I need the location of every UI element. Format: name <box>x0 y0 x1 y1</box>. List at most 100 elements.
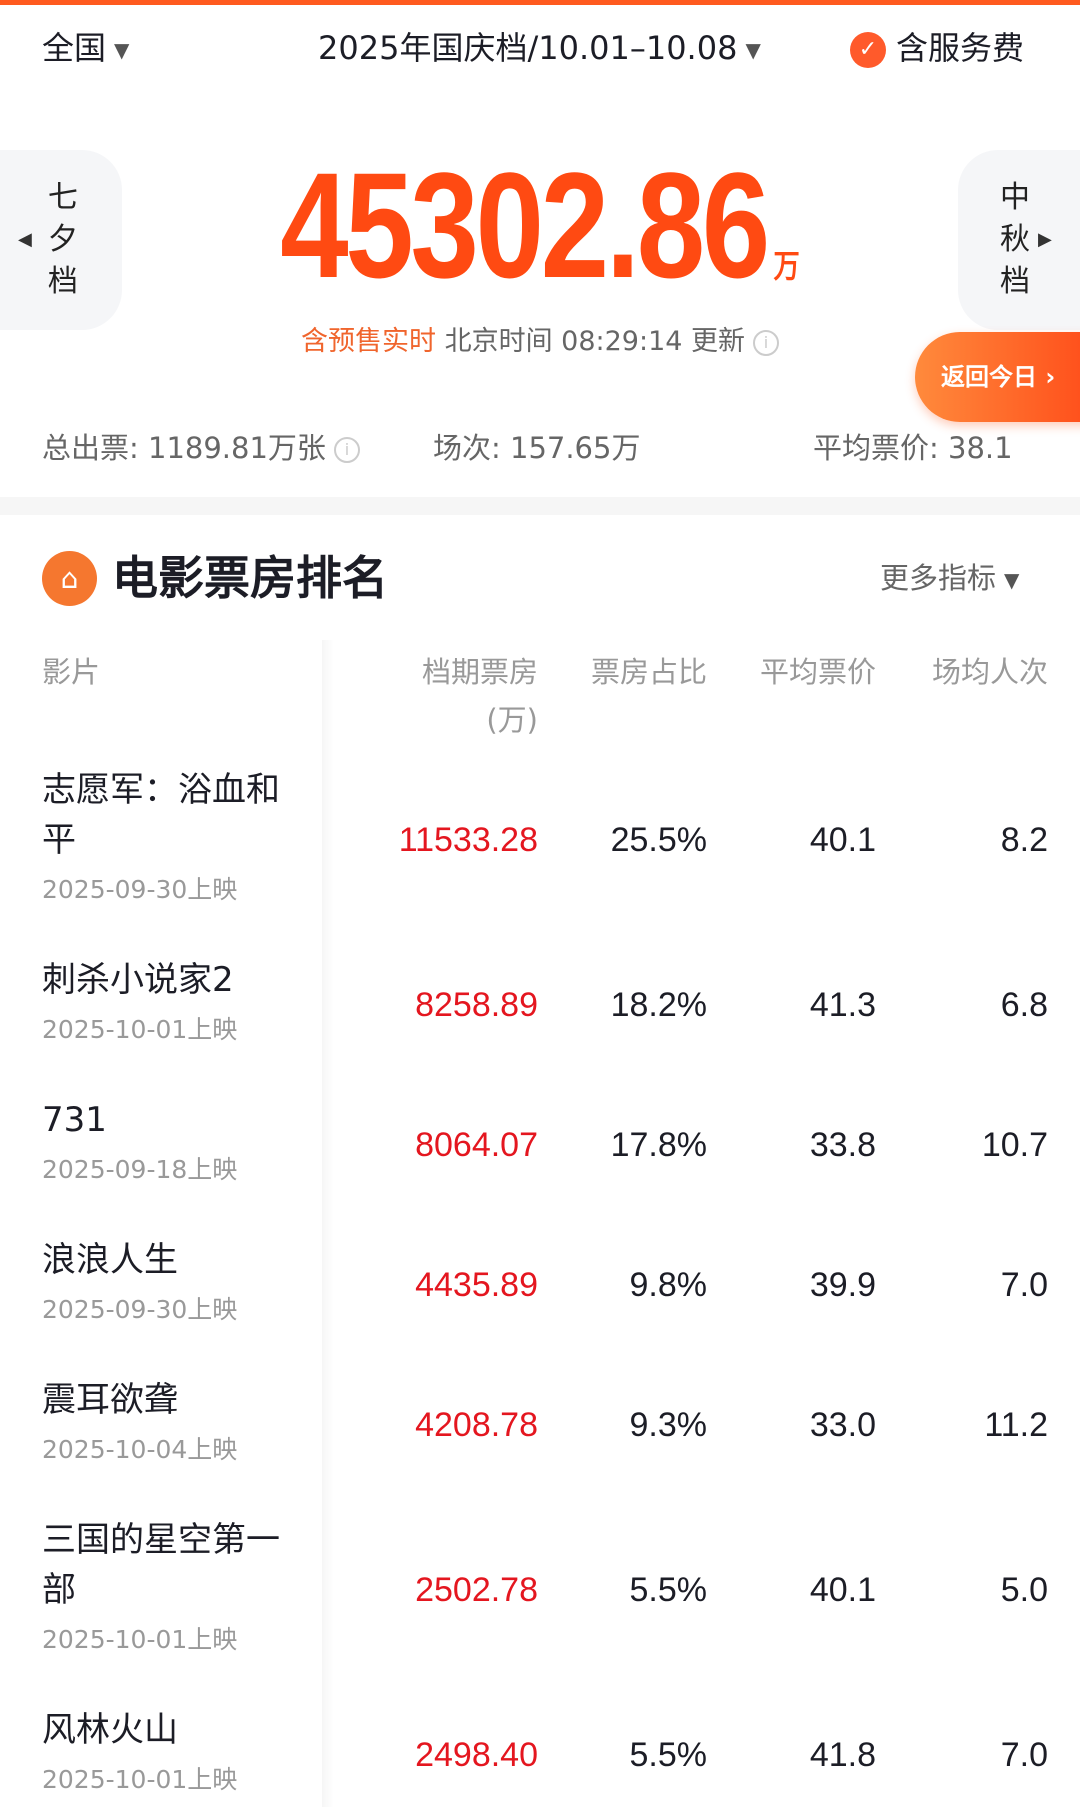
release-date: 2025-09-30上映 <box>42 1295 238 1324</box>
share-value: 25.5% <box>610 820 707 859</box>
box-office-value: 8064.07 <box>415 1125 538 1164</box>
column-header-avg-price[interactable]: 平均票价 <box>759 655 876 689</box>
table-row[interactable]: 三国的星空第一部 2025-10-01上映 2502.78 5.5% 40.1 … <box>0 1515 1080 1665</box>
box-office-value: 2502.78 <box>415 1570 538 1609</box>
return-today-button[interactable]: 返回今日 › <box>915 332 1080 422</box>
film-cell: 刺杀小说家2 2025-10-01上映 <box>0 955 325 1055</box>
box-office-header-label: 档期票房 <box>421 655 538 689</box>
avg-price-value: 40.1 <box>809 820 876 859</box>
average-price: 平均票价: 38.1 <box>813 431 1013 465</box>
info-icon[interactable]: i <box>753 329 780 356</box>
column-header-share[interactable]: 票房占比 <box>590 655 707 689</box>
film-cell: 风林火山 2025-10-01上映 <box>0 1705 325 1805</box>
service-fee-toggle[interactable]: ✓ 含服务费 <box>850 26 1024 70</box>
per-show-value: 5.0 <box>1000 1570 1048 1609</box>
avg-price-value: 41.8 <box>809 1735 876 1774</box>
prev-char: 夕 <box>47 222 78 257</box>
total-tickets: 总出票: 1189.81万张 i <box>42 426 360 470</box>
total-shows: 场次: 157.65万 <box>433 431 641 465</box>
box-office-value: 11533.28 <box>398 820 538 859</box>
check-icon: ✓ <box>850 32 886 68</box>
film-cell: 志愿军：浴血和平 2025-09-30上映 <box>0 765 325 915</box>
film-title: 731 <box>42 1100 107 1140</box>
film-cell: 731 2025-09-18上映 <box>0 1095 325 1195</box>
caret-left-icon: ◀ <box>18 229 32 250</box>
prev-char: 七 <box>47 180 78 215</box>
caret-down-icon: ▼ <box>114 38 130 62</box>
sticky-column-shadow <box>322 640 334 1807</box>
per-show-value: 11.2 <box>984 1405 1048 1444</box>
share-value: 17.8% <box>610 1125 707 1164</box>
more-metrics-label: 更多指标 <box>880 561 997 595</box>
column-header-box-office[interactable]: 档期票房 (万) <box>325 650 538 742</box>
box-office-value: 4435.89 <box>415 1265 538 1304</box>
total-box-office: 45302.86 万 <box>97 150 983 341</box>
per-show-value: 6.8 <box>1000 985 1048 1024</box>
next-char: 档 <box>1000 264 1030 299</box>
tickets-text: 总出票: 1189.81万张 <box>42 431 326 465</box>
section-title: 电影票房排名 <box>112 551 388 605</box>
avg-price-value: 33.0 <box>809 1405 876 1444</box>
total-value: 45302.86 <box>280 141 770 309</box>
share-value: 9.8% <box>629 1265 708 1304</box>
table-row[interactable]: 浪浪人生 2025-09-30上映 4435.89 9.8% 39.9 7.0 <box>0 1235 1080 1335</box>
table-row[interactable]: 风林火山 2025-10-01上映 2498.40 5.5% 41.8 7.0 <box>0 1705 1080 1805</box>
table-row[interactable]: 震耳欲聋 2025-10-04上映 4208.78 9.3% 33.0 11.2 <box>0 1375 1080 1475</box>
table-row[interactable]: 731 2025-09-18上映 8064.07 17.8% 33.8 10.7 <box>0 1095 1080 1195</box>
box-office-value: 4208.78 <box>415 1405 538 1444</box>
release-date: 2025-10-04上映 <box>42 1435 238 1464</box>
next-char: 秋 <box>1000 222 1030 257</box>
movie-ranking-list: 志愿军：浴血和平 2025-09-30上映 11533.28 25.5% 40.… <box>0 765 1080 1805</box>
info-icon[interactable]: i <box>333 437 360 463</box>
per-show-value: 7.0 <box>1000 1735 1048 1774</box>
avg-price-value: 39.9 <box>809 1265 876 1304</box>
share-value: 9.3% <box>629 1405 708 1444</box>
avg-price-value: 33.8 <box>809 1125 876 1164</box>
section-divider <box>0 497 1080 515</box>
film-cell: 浪浪人生 2025-09-30上映 <box>0 1235 325 1335</box>
region-label: 全国 <box>42 29 107 67</box>
table-row[interactable]: 志愿军：浴血和平 2025-09-30上映 11533.28 25.5% 40.… <box>0 765 1080 915</box>
avg-price-value: 41.3 <box>809 985 876 1024</box>
period-label: 2025年国庆档/10.01–10.08 <box>318 29 738 67</box>
column-header-per-show[interactable]: 场均人次 <box>931 655 1048 689</box>
film-title: 志愿军：浴血和平 <box>42 770 280 860</box>
more-metrics-button[interactable]: 更多指标 ▼ <box>880 556 1019 602</box>
update-info: 含预售实时 北京时间 08:29:14 更新 i <box>0 322 1080 362</box>
next-char: 中 <box>1000 180 1030 215</box>
release-date: 2025-10-01上映 <box>42 1765 238 1794</box>
share-value: 5.5% <box>629 1735 708 1774</box>
lighthouse-icon: ⌂ <box>42 551 97 606</box>
film-cell: 震耳欲聋 2025-10-04上映 <box>0 1375 325 1475</box>
prev-char: 档 <box>47 264 78 299</box>
region-selector[interactable]: 全国 ▼ <box>42 26 129 72</box>
service-fee-label: 含服务费 <box>896 29 1025 67</box>
period-selector[interactable]: 2025年国庆档/10.01–10.08 ▼ <box>318 26 761 72</box>
avg-price-value: 40.1 <box>809 1570 876 1609</box>
box-office-value: 2498.40 <box>415 1735 538 1774</box>
film-title: 三国的星空第一部 <box>42 1520 280 1610</box>
next-period-button[interactable]: 中秋档 ▶ <box>958 150 1080 330</box>
film-title: 风林火山 <box>42 1710 178 1750</box>
column-header-film: 影片 <box>42 655 101 689</box>
caret-down-icon: ▼ <box>1004 568 1020 592</box>
box-office-header-unit: (万) <box>486 703 538 737</box>
top-accent-bar <box>0 0 1080 5</box>
box-office-value: 8258.89 <box>415 985 538 1024</box>
update-time: 北京时间 08:29:14 更新 <box>444 326 746 357</box>
caret-right-icon: ▶ <box>1038 229 1052 250</box>
prev-period-button[interactable]: ◀ 七夕档 <box>0 150 122 330</box>
film-cell: 三国的星空第一部 2025-10-01上映 <box>0 1515 325 1665</box>
release-date: 2025-10-01上映 <box>42 1015 238 1044</box>
per-show-value: 7.0 <box>1000 1265 1048 1304</box>
share-value: 18.2% <box>610 985 707 1024</box>
release-date: 2025-09-30上映 <box>42 875 238 904</box>
per-show-value: 8.2 <box>1000 820 1048 859</box>
table-row[interactable]: 刺杀小说家2 2025-10-01上映 8258.89 18.2% 41.3 6… <box>0 955 1080 1055</box>
release-date: 2025-10-01上映 <box>42 1625 238 1654</box>
film-title: 刺杀小说家2 <box>42 960 234 1000</box>
caret-down-icon: ▼ <box>745 38 761 62</box>
total-unit: 万 <box>773 248 800 284</box>
per-show-value: 10.7 <box>981 1125 1048 1164</box>
share-value: 5.5% <box>629 1570 708 1609</box>
